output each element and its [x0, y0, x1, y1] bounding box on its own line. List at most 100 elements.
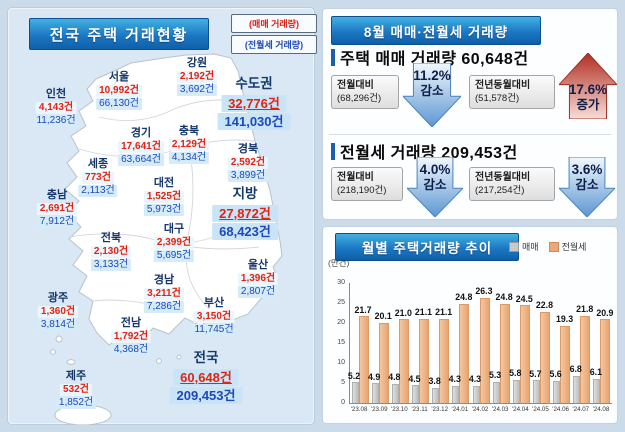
- x-tick: '23.09: [370, 406, 388, 413]
- region-sale-value: 2,592건: [227, 157, 269, 169]
- title-accent-bar: [331, 48, 335, 66]
- x-tick: '24.05: [532, 406, 549, 413]
- region-name: 부산: [203, 297, 225, 309]
- monthly-chart-panel: 월별 주택거래량 추이 매매 전월세 (만건) 0 5 10 15 20 25 30 5.2 2…: [322, 226, 618, 424]
- bar-group-2404: 5.8 24.5: [509, 283, 533, 403]
- region-sale-value: 32,776건: [221, 94, 287, 112]
- change-percent: 3.6%: [571, 162, 603, 177]
- sale-bar-label: 5.8: [509, 368, 522, 379]
- comparison-base-value: (217,254건): [475, 184, 525, 196]
- region-sale-value: 1,792건: [110, 331, 152, 343]
- region-gwangju: 광주 1,360건 3,814건: [37, 293, 79, 331]
- region-name: 인천: [45, 88, 67, 100]
- rent-bar-label: 20.1: [374, 311, 392, 322]
- x-tick: '24.08: [592, 406, 610, 413]
- y-tick-0: 0: [341, 399, 345, 406]
- comparison-label: 전년동월대비: [475, 80, 531, 91]
- region-sale-value: 10,992건: [96, 85, 142, 97]
- region-incheon: 인천 4,143건 11,236건: [33, 88, 79, 127]
- region-name: 강원: [186, 57, 208, 69]
- region-name: 대전: [153, 177, 175, 189]
- bar-group-2312: 3.8 21.1: [429, 283, 452, 403]
- map-legend-sale: (매매 거래량): [231, 14, 317, 33]
- region-gangwon: 강원 2,192건 3,692건: [176, 57, 218, 96]
- rent-bar-label: 21.8: [576, 304, 594, 315]
- sale-bar-label: 5.7: [529, 368, 542, 379]
- region-rent-value: 63,664건: [118, 154, 164, 166]
- bar-group-2310: 4.8 21.0: [388, 283, 412, 403]
- x-tick: '23.11: [411, 406, 428, 413]
- comparison-base-box: 전년동월대비 (51,578건): [469, 75, 555, 109]
- sale-bar-label: 5.3: [488, 370, 502, 381]
- region-sale-value: 2,130건: [90, 246, 132, 258]
- change-percent: 17.6%: [568, 82, 608, 98]
- region-daegu: 대구 2,399건 5,695건: [153, 224, 195, 262]
- y-tick-10: 10: [337, 359, 345, 366]
- sale-bar: [472, 385, 480, 403]
- bar-group-2403: 5.3 24.8: [489, 283, 513, 403]
- sale-bar: [593, 378, 601, 403]
- region-rent-value: 4,368건: [110, 344, 152, 356]
- region-busan: 부산 3,150건 11,745건: [191, 297, 237, 336]
- rent-bar: [398, 319, 409, 403]
- region-rent-value: 68,423건: [212, 222, 278, 240]
- region-chungnam: 충남 2,691건 7,912건: [36, 190, 78, 228]
- x-tick: '23.12: [431, 406, 449, 413]
- sale-bar: [512, 379, 520, 403]
- map-legend-rent: (전월세 거래량): [231, 35, 317, 54]
- arrow-down-icon: 4.0% 감소: [407, 157, 463, 217]
- map-panel-title: 전국 주택 거래현황: [29, 18, 209, 50]
- rent-bar: [499, 303, 510, 403]
- region-rent-value: 209,453건: [169, 386, 243, 404]
- map-legend: (매매 거래량) (전월세 거래량): [231, 14, 317, 56]
- region-rent-value: 3,814건: [37, 319, 79, 331]
- legend-item-sale: 매매: [509, 240, 539, 253]
- comparison-base-box: 전년동월대비 (217,254건): [469, 167, 555, 201]
- x-tick: '24.07: [572, 406, 590, 413]
- region-rent-value: 7,286건: [143, 301, 185, 313]
- sale-bar: [371, 383, 379, 403]
- rent-bar-label: 21.1: [414, 307, 433, 318]
- arrow-down-icon: 3.6% 감소: [559, 157, 615, 217]
- sale-bar: [412, 385, 420, 403]
- sale-bar-label: 5.6: [549, 369, 562, 380]
- arrow-down-icon: 11.2% 감소: [403, 63, 461, 127]
- legend-swatch-icon: [548, 241, 559, 252]
- rent-bar: [580, 315, 591, 403]
- region-sale-value: 2,399건: [153, 237, 195, 249]
- region-name: 수도권: [235, 76, 273, 91]
- rent-bar-label: 20.9: [596, 307, 614, 318]
- region-chungbuk: 충북 2,129건 4,134건: [168, 126, 210, 164]
- rent-bar-label: 24.8: [455, 292, 473, 303]
- sale-bar: [452, 385, 460, 403]
- rent-bar: [519, 305, 530, 403]
- rent-bar-label: 26.3: [475, 286, 493, 297]
- region-sale-value: 60,648건: [173, 368, 239, 386]
- sale-bar-label: 4.3: [468, 374, 482, 385]
- rent-bar: [419, 318, 430, 403]
- legend-label: 전월세: [561, 242, 587, 252]
- region-rent-value: 2,113건: [78, 185, 118, 197]
- bar-group-2406: 5.6 19.3: [549, 283, 573, 403]
- region-gyeongnam: 경남 3,211건 7,286건: [143, 275, 185, 313]
- comparison-label: 전월대비: [337, 80, 374, 91]
- region-rent-value: 66,130건: [96, 98, 142, 110]
- chart-unit-label: (만건): [328, 258, 350, 268]
- section-title-text: 주택 매매 거래량 60,648건: [340, 51, 529, 68]
- change-word: 감소: [420, 83, 444, 98]
- rent-bar-label: 24.5: [515, 293, 533, 304]
- chart-panel-title: 월별 주택거래량 추이: [335, 233, 519, 261]
- y-tick-15: 15: [337, 339, 345, 346]
- region-sale-value: 2,192건: [176, 71, 218, 83]
- region-gyeongbuk: 경북 2,592건 3,899건: [227, 144, 269, 182]
- section-divider: [329, 134, 611, 135]
- region-rent-value: 5,973건: [143, 204, 185, 216]
- change-word: 감소: [423, 177, 447, 192]
- rent-bar: [479, 297, 490, 403]
- region-jeonguk: 전국 60,648건 209,453건: [169, 351, 243, 404]
- sale-bar-label: 5.2: [347, 370, 361, 381]
- rent-bar: [539, 311, 550, 403]
- sale-bar-label: 4.9: [368, 371, 381, 382]
- region-sale-value: 17,641건: [118, 141, 164, 153]
- arrow-up-icon: 17.6% 증가: [559, 53, 617, 119]
